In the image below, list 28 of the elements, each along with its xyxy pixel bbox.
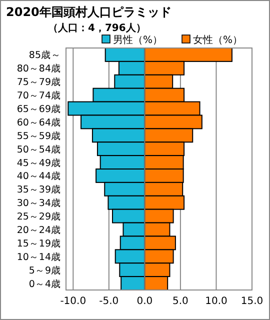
chart-title: 2020年国頭村人口ピラミッド	[6, 5, 172, 19]
y-tick-label: 60～64歳	[16, 116, 61, 128]
y-tick-label: 65～69歳	[16, 103, 61, 115]
chart-subtitle: （人口：4，796人）	[48, 22, 146, 34]
y-tick-label: 15～19歳	[16, 237, 61, 250]
y-tick-label: 30～34歳	[16, 197, 61, 210]
x-tick-label: 5.0	[172, 296, 188, 307]
y-tick-label: 35～39歳	[16, 184, 61, 196]
y-tick-label: 55～59歳	[16, 130, 61, 142]
y-tick-label: 0～4歳	[28, 278, 61, 290]
y-tick-label: 20～24歳	[16, 224, 61, 236]
y-tick-label: 70～74歳	[16, 90, 61, 102]
y-tick-label: 10～14歳	[16, 250, 61, 263]
y-tick-label: 5～9歳	[28, 264, 61, 276]
y-tick-label: 75～79歳	[16, 76, 61, 88]
x-tick-label: 0.0	[136, 296, 153, 307]
x-tick-label: -5.0	[99, 296, 119, 307]
x-tick-label: 15.0	[240, 296, 264, 307]
x-tick-label: -10.0	[60, 296, 86, 307]
y-tick-label: 40～44歳	[16, 170, 61, 182]
legend-label: 女性（%）	[193, 34, 243, 46]
y-tick-label: 45～49歳	[16, 156, 61, 169]
y-tick-label: 85歳～	[28, 49, 61, 62]
y-tick-label: 25～29歳	[16, 210, 61, 223]
y-tick-label: 50～54歳	[16, 143, 61, 156]
x-tick-label: 10.0	[205, 296, 228, 307]
y-tick-label: 80～84歳	[16, 62, 61, 75]
legend-label: 男性（%）	[113, 34, 163, 46]
